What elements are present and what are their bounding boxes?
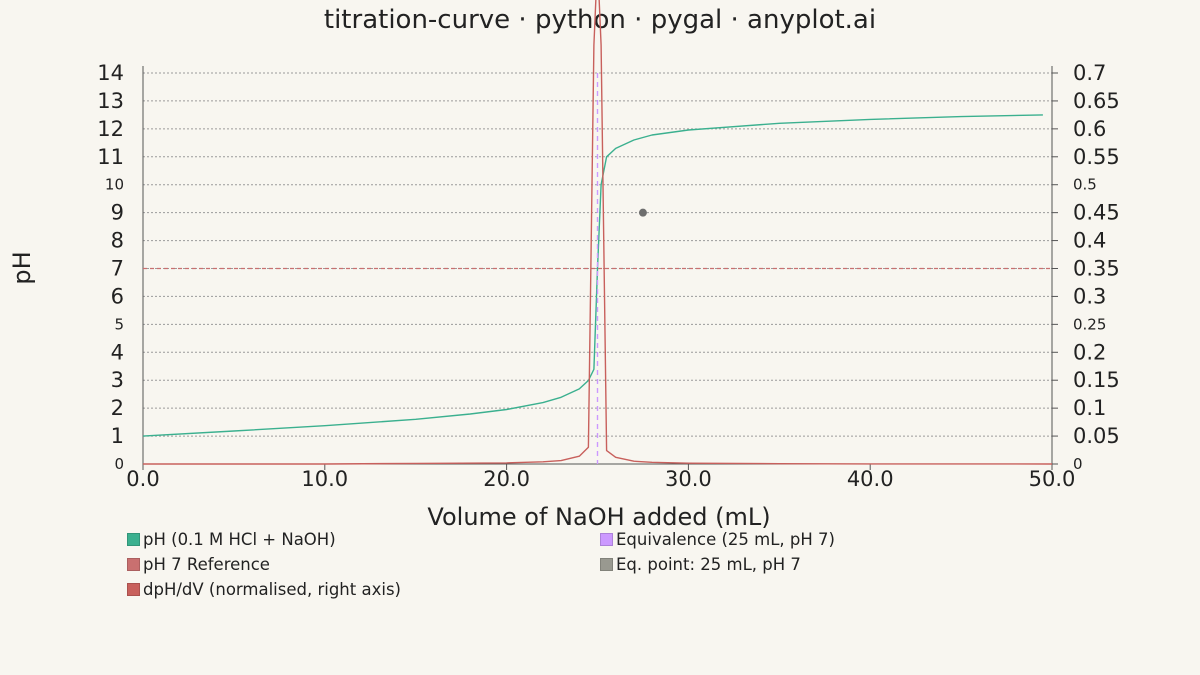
series-marks [142, 0, 1053, 465]
tick-labels: 0 01 0.052 0.13 0.154 0.25 0.256 0.37 0.358 0.49 0… [97, 61, 1120, 491]
y2-tick-label: 0.3 [1073, 284, 1106, 308]
x-tick-label: 50.0 [1029, 467, 1076, 491]
legend-item-equivalence[interactable]: Equivalence (25 mL, pH 7) [600, 530, 835, 549]
x-tick-label: 40.0 [847, 467, 894, 491]
legend-label-eq-point: Eq. point: 25 mL, pH 7 [616, 555, 801, 574]
y2-tick-label: 0.05 [1073, 424, 1120, 448]
y2-tick-label: 0.65 [1073, 89, 1120, 113]
y-tick-label: 9 [111, 201, 124, 225]
y2-tick-label: 0.45 [1073, 201, 1120, 225]
y2-tick-label: 0.15 [1073, 368, 1120, 392]
y-tick-label: 10 [105, 176, 124, 194]
legend-item-ph7-reference[interactable]: pH 7 Reference [127, 555, 270, 574]
x-tick-label: 30.0 [665, 467, 712, 491]
y-tick-label: 13 [97, 89, 124, 113]
y-tick-label: 7 [111, 257, 124, 281]
legend-label-dphdv: dpH/dV (normalised, right axis) [143, 580, 401, 599]
legend-item-eq-point[interactable]: Eq. point: 25 mL, pH 7 [600, 555, 801, 574]
legend-swatch-ph7-reference [127, 558, 140, 571]
y-tick-label: 3 [111, 368, 124, 392]
y-tick-label: 5 [114, 315, 124, 333]
y-tick-label: 4 [111, 340, 124, 364]
legend-swatch-eq-point [600, 558, 613, 571]
y2-tick-label: 0.25 [1073, 315, 1106, 333]
y2-tick-label: 0.35 [1073, 257, 1120, 281]
y-tick-label: 1 [111, 424, 124, 448]
y2-tick-label: 0.4 [1073, 229, 1106, 253]
y-tick-label: 6 [111, 284, 124, 308]
legend-item-ph[interactable]: pH (0.1 M HCl + NaOH) [127, 530, 336, 549]
legend-item-dphdv[interactable]: dpH/dV (normalised, right axis) [127, 580, 401, 599]
x-tick-label: 10.0 [301, 467, 348, 491]
y2-tick-label: 0.1 [1073, 396, 1106, 420]
series-ph-curve [142, 114, 1043, 437]
y-tick-label: 0 [114, 455, 124, 473]
x-axis-label: Volume of NaOH added (mL) [427, 503, 770, 531]
y-tick-label: 2 [111, 396, 124, 420]
y2-tick-label: 0.5 [1073, 176, 1097, 194]
y2-tick-label: 0.55 [1073, 145, 1120, 169]
y2-tick-label: 0 [1073, 455, 1083, 473]
y2-tick-label: 0.6 [1073, 117, 1106, 141]
series-dphdv-curve [143, 0, 1053, 465]
gridlines [143, 72, 1052, 465]
y-tick-label: 8 [111, 229, 124, 253]
y-tick-label: 11 [97, 145, 124, 169]
series-eq-point-marker [638, 208, 647, 217]
legend-label-ph: pH (0.1 M HCl + NaOH) [143, 530, 336, 549]
y2-tick-label: 0.7 [1073, 61, 1106, 85]
legend-swatch-dphdv [127, 583, 140, 596]
legend-swatch-ph [127, 533, 140, 546]
y-tick-label: 12 [97, 117, 124, 141]
y2-tick-label: 0.2 [1073, 340, 1106, 364]
y-axis-label: pH [8, 251, 36, 284]
legend-swatch-equivalence [600, 533, 613, 546]
legend-label-ph7-reference: pH 7 Reference [143, 555, 270, 574]
y-tick-label: 14 [97, 61, 124, 85]
x-tick-label: 0.0 [126, 467, 159, 491]
x-tick-label: 20.0 [483, 467, 530, 491]
legend-label-equivalence: Equivalence (25 mL, pH 7) [616, 530, 835, 549]
